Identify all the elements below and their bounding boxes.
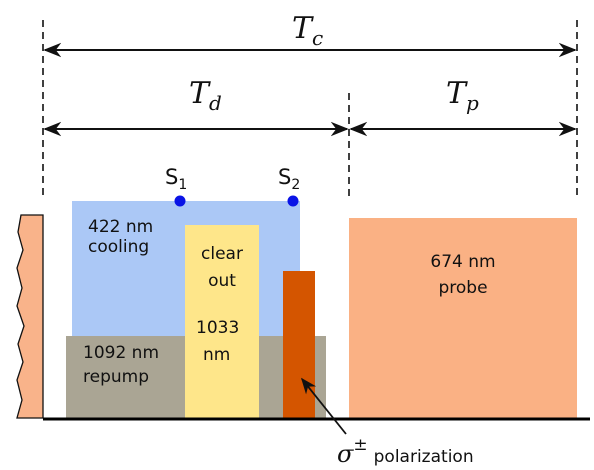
clear-out-label-line4: nm bbox=[203, 345, 230, 365]
clear-out-pulse bbox=[185, 225, 259, 418]
polarization-annotation: σ±polarization bbox=[337, 435, 474, 468]
probe-label-line2: probe bbox=[438, 278, 487, 298]
repump-label-line2: repump bbox=[83, 367, 149, 387]
probe-label-line1: 674 nm bbox=[430, 252, 495, 272]
cooling-label-line1: 422 nm bbox=[88, 217, 153, 237]
previous-cycle-pulse bbox=[16, 214, 44, 419]
probe-period-label: Tp bbox=[446, 76, 479, 115]
clear-out-label-line2: out bbox=[208, 271, 236, 291]
repump-label-line1: 1092 nm bbox=[83, 343, 159, 363]
marker-s2-dot bbox=[287, 195, 299, 207]
cooling-label-line2: cooling bbox=[88, 237, 149, 257]
polarization-pulse bbox=[283, 271, 315, 418]
dark-period-label: Td bbox=[189, 76, 222, 115]
probe-pulse bbox=[349, 218, 577, 418]
marker-s1-dot bbox=[174, 195, 186, 207]
marker-s2-label: S2 bbox=[278, 165, 300, 193]
marker-s1-label: S1 bbox=[165, 165, 187, 193]
clear-out-label-line3: 1033 bbox=[196, 318, 239, 338]
total-period-label: Tc bbox=[292, 11, 323, 50]
clear-out-label-line1: clear bbox=[201, 244, 243, 264]
polarization-pointer-arrow bbox=[300, 377, 347, 435]
